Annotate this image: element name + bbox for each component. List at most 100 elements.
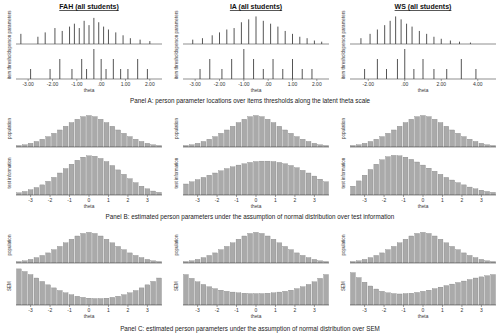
spike bbox=[450, 41, 451, 44]
spike bbox=[209, 59, 210, 79]
spike bbox=[113, 59, 114, 79]
bar bbox=[133, 183, 138, 195]
bar bbox=[374, 255, 379, 263]
bar bbox=[207, 175, 212, 195]
spike bbox=[50, 69, 51, 79]
spike bbox=[277, 27, 278, 44]
subplot: population bbox=[174, 116, 329, 147]
x-tick-label: 0 bbox=[255, 197, 258, 203]
bar bbox=[230, 292, 235, 305]
bar bbox=[87, 232, 92, 263]
bar bbox=[277, 292, 282, 305]
bar bbox=[362, 282, 367, 305]
x-tick-label: 1.00 bbox=[288, 81, 298, 87]
bar bbox=[415, 162, 420, 195]
y-axis-label: test information bbox=[174, 157, 179, 188]
x-tick-label: -1 bbox=[234, 307, 239, 313]
figure: Panel A: person parameter locations over… bbox=[0, 0, 500, 336]
bar bbox=[195, 259, 200, 263]
spike bbox=[59, 59, 60, 79]
bar bbox=[438, 287, 443, 305]
spike bbox=[212, 35, 213, 44]
x-tick-label: 2.00 bbox=[436, 81, 446, 87]
bar bbox=[81, 117, 86, 147]
bar bbox=[391, 294, 396, 305]
bar bbox=[456, 283, 461, 305]
bar bbox=[415, 117, 420, 147]
x-tick-label: 2.00 bbox=[145, 81, 155, 87]
bar bbox=[157, 278, 162, 305]
bar bbox=[69, 164, 74, 195]
marks bbox=[184, 275, 329, 305]
bar bbox=[104, 239, 109, 263]
x-axis-line bbox=[16, 263, 162, 264]
y-axis-label: SEM bbox=[174, 281, 179, 291]
x-tick-label: 2.00 bbox=[312, 81, 322, 87]
x-axis-line bbox=[350, 147, 496, 148]
x-axis-label: theta bbox=[84, 204, 95, 209]
spike bbox=[302, 69, 303, 79]
x-tick-label: -2.00 bbox=[47, 81, 59, 87]
bar bbox=[294, 253, 299, 263]
y-axis-label: person parameters bbox=[7, 10, 12, 49]
bar bbox=[409, 159, 414, 195]
x-tick-label: -3 bbox=[362, 307, 367, 313]
marks bbox=[17, 232, 162, 263]
spike bbox=[263, 21, 264, 44]
x-tick-label: 3 bbox=[480, 197, 483, 203]
x-axis-line bbox=[183, 44, 329, 45]
bar bbox=[207, 287, 212, 305]
spike bbox=[62, 31, 63, 44]
bar bbox=[432, 171, 437, 195]
bar bbox=[195, 282, 200, 305]
bar bbox=[201, 284, 206, 305]
spike bbox=[147, 69, 148, 79]
bar bbox=[283, 130, 288, 147]
x-tick-label: .00 bbox=[265, 81, 272, 87]
bar bbox=[22, 145, 27, 147]
subplot: SEM-3-2-10123theta bbox=[174, 275, 329, 319]
bar bbox=[122, 133, 127, 147]
bar bbox=[289, 290, 294, 305]
bar bbox=[98, 236, 103, 263]
bar bbox=[139, 186, 144, 195]
subplot: population bbox=[7, 116, 162, 147]
bar bbox=[438, 123, 443, 147]
bar bbox=[40, 255, 45, 263]
spike bbox=[426, 34, 427, 44]
spike bbox=[106, 69, 107, 79]
bar bbox=[432, 289, 437, 305]
bar bbox=[421, 232, 426, 263]
bar bbox=[63, 243, 68, 263]
bar bbox=[450, 284, 455, 305]
x-tick-label: -2 bbox=[48, 307, 53, 313]
subplot: population bbox=[174, 232, 329, 263]
bar bbox=[403, 157, 408, 195]
bar bbox=[479, 277, 484, 305]
bar bbox=[324, 275, 329, 305]
bar bbox=[34, 188, 39, 195]
bar bbox=[386, 133, 391, 147]
bar bbox=[461, 281, 466, 305]
x-tick-label: 0 bbox=[422, 197, 425, 203]
bar bbox=[57, 291, 62, 305]
x-tick-label: 1.00 bbox=[121, 81, 131, 87]
bar bbox=[456, 133, 461, 147]
x-axis-line bbox=[16, 44, 162, 45]
bar bbox=[426, 290, 431, 305]
x-axis-label: theta bbox=[84, 314, 95, 319]
spike bbox=[423, 59, 424, 79]
spike bbox=[253, 59, 254, 79]
bar bbox=[242, 236, 247, 263]
x-tick-label: 1 bbox=[274, 197, 277, 203]
bar bbox=[133, 291, 138, 305]
spike bbox=[292, 34, 293, 44]
bar bbox=[254, 294, 259, 305]
spike bbox=[386, 69, 387, 79]
spike bbox=[401, 19, 402, 44]
y-axis-label: item thresholds bbox=[341, 48, 346, 79]
bar bbox=[294, 168, 299, 195]
bar bbox=[195, 143, 200, 147]
x-tick-label: -2 bbox=[215, 307, 220, 313]
bar bbox=[127, 179, 132, 195]
